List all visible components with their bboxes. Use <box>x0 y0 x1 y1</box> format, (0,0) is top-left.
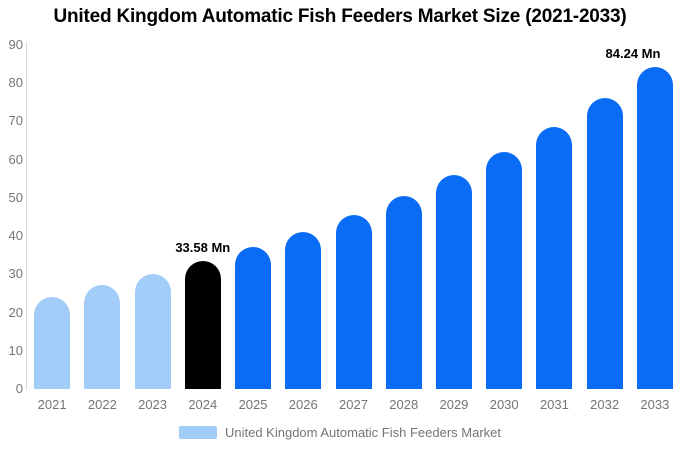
bar-2022[interactable] <box>84 284 121 389</box>
y-axis-line <box>26 42 27 390</box>
bar-2024[interactable] <box>184 260 221 389</box>
bar-2025[interactable] <box>235 246 272 389</box>
x-axis-tick-label: 2031 <box>539 397 569 412</box>
y-axis-tick-label: 20 <box>8 304 23 320</box>
bar-2030[interactable] <box>486 152 523 389</box>
y-axis-tick-label: 10 <box>8 342 23 358</box>
x-axis-tick-label: 2032 <box>590 397 620 412</box>
y-axis-tick-label: 30 <box>8 266 23 282</box>
bar-2023[interactable] <box>134 273 171 389</box>
x-axis-tick-label: 2029 <box>439 397 469 412</box>
bar-value-label: 84.24 Mn <box>605 46 661 62</box>
x-axis-tick-label: 2022 <box>87 397 117 412</box>
bar-2021[interactable] <box>34 296 71 389</box>
x-axis-tick-label: 2024 <box>188 397 218 412</box>
bar-2032[interactable] <box>586 98 623 389</box>
bar-value-label: 33.58 Mn <box>175 239 231 255</box>
x-axis-tick-label: 2025 <box>238 397 268 412</box>
x-axis-tick-label: 2026 <box>288 397 318 412</box>
y-axis-tick-label: 70 <box>8 113 23 129</box>
bar-2031[interactable] <box>536 126 573 389</box>
x-axis-tick-label: 2027 <box>339 397 368 412</box>
x-axis-tick-label: 2023 <box>138 397 168 412</box>
chart-title: United Kingdom Automatic Fish Feeders Ma… <box>53 6 627 27</box>
y-axis-tick-label: 50 <box>8 189 23 205</box>
bar-2033[interactable] <box>636 67 673 389</box>
y-axis-tick-label: 80 <box>8 75 23 91</box>
legend-label: United Kingdom Automatic Fish Feeders Ma… <box>224 424 501 440</box>
legend-swatch <box>178 425 217 439</box>
bar-2027[interactable] <box>335 214 372 389</box>
bar-2028[interactable] <box>385 195 422 389</box>
y-axis-tick-label: 90 <box>8 37 23 52</box>
bar-2029[interactable] <box>435 174 472 389</box>
y-axis-tick-label: 60 <box>8 151 23 167</box>
x-axis-tick-label: 2030 <box>489 397 519 412</box>
x-axis-tick-label: 2033 <box>640 397 670 412</box>
x-axis-tick-label: 2021 <box>37 397 67 412</box>
y-axis-tick-label: 40 <box>8 228 23 244</box>
x-axis-tick-label: 2028 <box>389 397 419 412</box>
legend-item[interactable]: United Kingdom Automatic Fish Feeders Ma… <box>0 423 680 441</box>
y-axis-tick-label: 0 <box>15 381 23 396</box>
bar-2026[interactable] <box>285 231 322 389</box>
